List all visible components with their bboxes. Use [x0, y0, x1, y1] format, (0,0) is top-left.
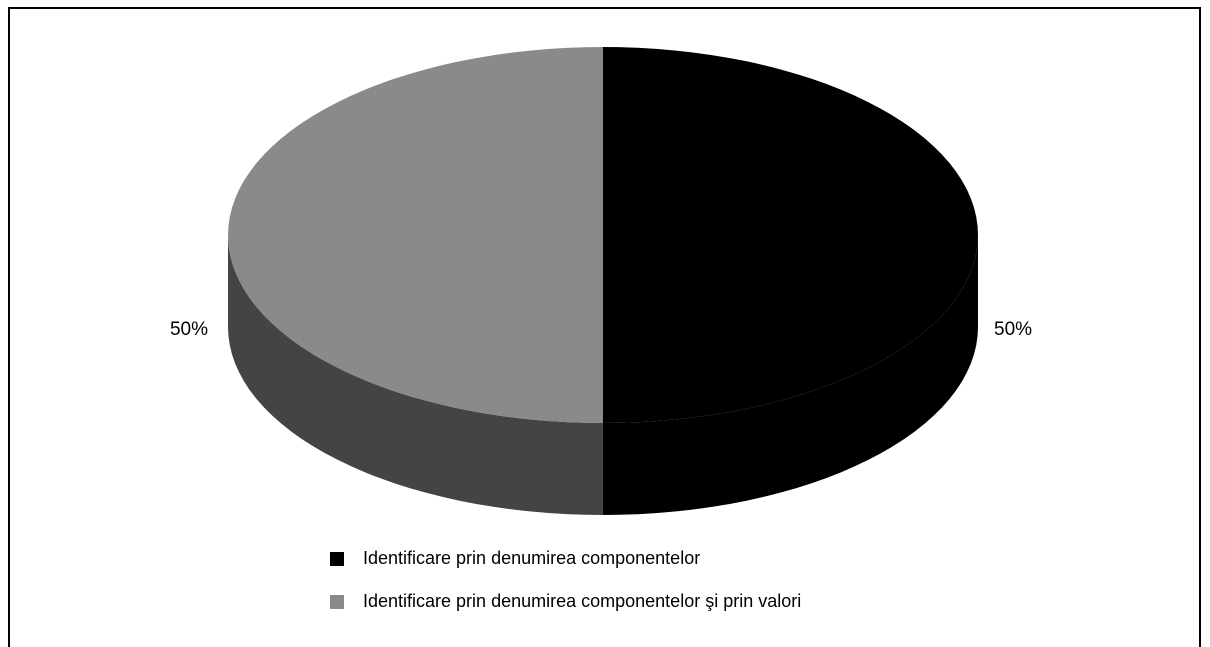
legend-swatch-1 [330, 551, 344, 566]
legend-swatch-2 [330, 594, 344, 609]
legend-item-1: Identificare prin denumirea componentelo… [330, 548, 700, 569]
pie-slice-2 [228, 47, 603, 423]
data-label-slice-1: 50% [994, 319, 1032, 340]
pie-slice-1 [603, 47, 978, 423]
legend-label-2: Identificare prin denumirea componentelo… [363, 591, 802, 611]
data-label-slice-2: 50% [170, 319, 208, 340]
legend-item-2: Identificare prin denumirea componentelo… [330, 591, 801, 612]
pie-side-slice-1 [603, 235, 978, 515]
pie-side-slice-2 [228, 235, 603, 515]
legend-label-1: Identificare prin denumirea componentelo… [363, 548, 701, 568]
